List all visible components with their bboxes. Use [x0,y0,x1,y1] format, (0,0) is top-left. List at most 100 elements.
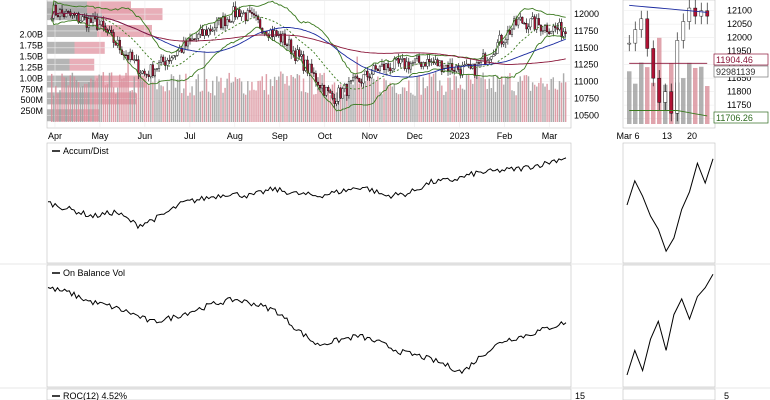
volume-bar [505,76,507,122]
candle-body [54,4,57,16]
main-candles [50,1,567,109]
main-volume-tick: 500M [20,95,43,105]
candle-body [98,24,101,30]
bollinger-middle-line [51,10,566,90]
volume-bar [329,95,332,122]
candle-body [352,77,355,81]
candle-body [527,26,530,30]
main-x-tick: Aug [227,131,243,141]
volume-bar [273,76,276,122]
candle-body [337,87,340,102]
inset-candle-body [693,7,698,17]
obv-line [47,286,567,375]
accum-dist-panel: Accum/Dist [46,142,716,264]
volume-bar [152,82,154,122]
candle-body [129,51,132,60]
volume-bar [469,79,472,122]
candle-body [459,69,462,76]
candle-body [424,62,427,67]
volume-bar [114,93,117,122]
candle-body [548,31,551,34]
volume-bar [533,84,536,122]
inset-price-tick: 11750 [727,100,751,110]
volume-bar [125,72,127,122]
volume-bar [191,86,193,122]
volume-bar [255,90,257,122]
candle-body [510,28,514,35]
volume-bar [387,85,389,122]
volume-bar [465,74,468,122]
volume-bar [269,79,272,122]
volume-bar [73,76,76,122]
volume-bar [145,82,148,122]
candle-body [306,59,309,74]
candle-body [453,69,456,72]
volume-bar [207,91,210,122]
candle-body [508,30,511,35]
candle-body [556,27,559,30]
candle-body [554,25,557,29]
candle-body [461,65,464,76]
candle-body [143,70,146,75]
candle-body [85,17,88,28]
candle-body [327,87,330,92]
candle-body [362,74,365,84]
candle-body [385,63,388,70]
volume-bar [424,88,427,122]
candle-body [240,13,243,17]
inset-candle-body [699,10,704,17]
candle-body [531,16,534,20]
volume-bar [389,82,391,122]
volume-bar [181,93,183,122]
volume-bar [176,79,179,122]
volume-bar [542,83,544,122]
candle-body [376,68,379,72]
inset-candle-body [663,91,668,103]
volume-bar [517,81,519,122]
volume-bar [286,76,288,122]
volume-bar [562,73,565,122]
candle-body [409,63,412,70]
volume-bar [143,78,146,122]
volume-bar [265,74,268,122]
volume-bar [401,87,404,122]
volume-bar [137,73,140,122]
volume-bar [496,75,499,122]
volume-bar [55,85,57,122]
volume-bar [112,87,115,122]
candle-body [440,60,443,73]
inset-price-tick: 11800 [727,87,751,97]
candle-body [294,50,297,61]
roc-panel: ROC(12) 4.52% 15 5 [46,388,729,400]
volume-bar [397,94,400,122]
volume-bar [296,74,299,122]
volume-bar [410,92,412,122]
candle-body [151,64,154,77]
candle-body [110,29,113,33]
volume-bar [472,83,474,122]
candle-body [378,65,381,72]
candle-body [73,13,76,16]
candle-body [209,28,212,32]
candle-body [162,56,165,62]
candle-body [281,33,284,43]
volume-bar [313,94,315,122]
candle-body [292,50,295,55]
candle-body [387,63,390,69]
candle-body [127,54,130,60]
volume-bar [403,87,406,122]
inset-volume-bar [699,66,704,124]
main-price-tick: 10500 [574,110,599,120]
inset-x-tick: Mar 6 [616,131,639,141]
volume-bar [154,74,156,122]
main-x-tick: Sep [272,131,288,141]
candle-body [543,24,547,31]
volume-bar [356,56,358,122]
volume-bar [232,81,235,122]
candle-body [257,15,260,20]
candle-body [298,49,301,57]
volume-bar [251,81,253,122]
volume-bar [500,76,503,122]
volume-bar [339,84,342,122]
inset-x-axis: Mar 6 13 20 [616,131,697,141]
